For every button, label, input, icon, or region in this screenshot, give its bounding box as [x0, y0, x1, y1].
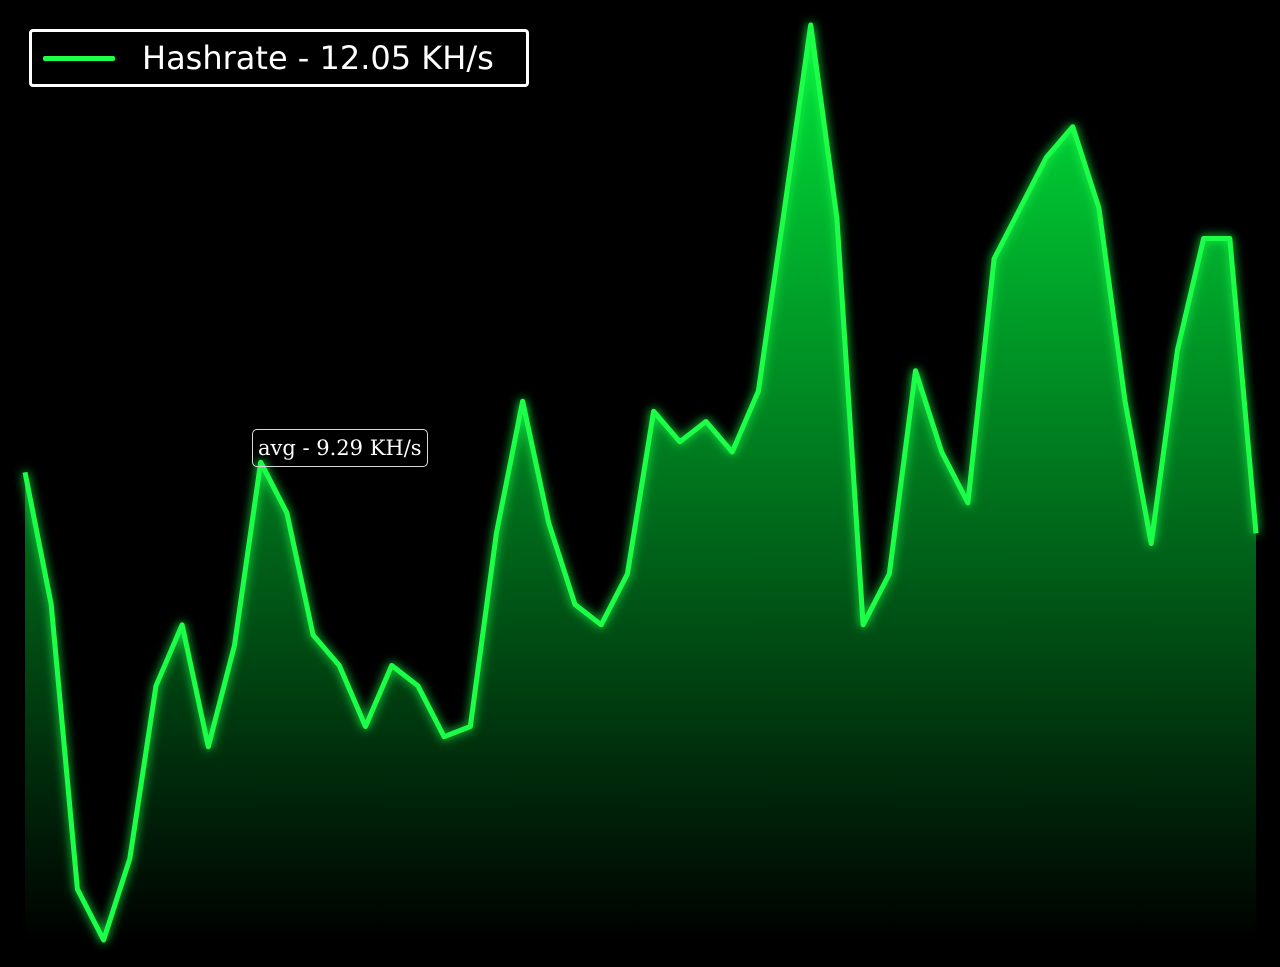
hashrate-point: [75, 887, 79, 891]
hashrate-point: [494, 531, 498, 535]
hashrate-point: [390, 664, 394, 668]
hashrate-point: [1071, 125, 1075, 129]
hashrate-point: [49, 603, 53, 607]
hashrate-area-fill: [25, 25, 1256, 942]
hashrate-point: [416, 684, 420, 688]
hashrate-point: [1045, 155, 1049, 159]
hashrate-point: [1123, 399, 1127, 403]
hashrate-series-line: [22, 22, 1259, 943]
hashrate-point: [940, 450, 944, 454]
hashrate-point: [285, 511, 289, 515]
hashrate-point: [599, 623, 603, 627]
avg-tooltip-label: avg - 9.29 KH/s: [258, 436, 422, 460]
hashrate-point: [1202, 237, 1206, 241]
hashrate-point: [678, 440, 682, 444]
hashrate-point: [625, 572, 629, 576]
hashrate-point: [835, 216, 839, 220]
hashrate-point: [966, 501, 970, 505]
hashrate-point: [1175, 348, 1179, 352]
hashrate-point: [756, 389, 760, 393]
hashrate-point: [887, 572, 891, 576]
hashrate-point: [311, 633, 315, 637]
hashrate-point: [992, 257, 996, 261]
hashrate-point: [809, 23, 813, 27]
hashrate-point: [861, 623, 865, 627]
hashrate-point: [364, 725, 368, 729]
hashrate-point: [1149, 542, 1153, 546]
hashrate-point: [914, 369, 918, 373]
hashrate-point: [206, 745, 210, 749]
hashrate-point: [573, 603, 577, 607]
hashrate-point: [128, 857, 132, 861]
hashrate-point: [468, 725, 472, 729]
hashrate-point: [442, 735, 446, 739]
hashrate-point: [783, 206, 787, 210]
hashrate-point: [730, 450, 734, 454]
hashrate-point: [233, 643, 237, 647]
hashrate-point: [521, 399, 525, 403]
hashrate-point: [547, 521, 551, 525]
chart-legend: Hashrate - 12.05 KH/s: [29, 29, 529, 87]
hashrate-point: [1228, 237, 1232, 241]
hashrate-series: [22, 22, 1259, 943]
avg-tooltip: avg - 9.29 KH/s: [252, 429, 428, 467]
hashrate-point: [337, 664, 341, 668]
hashrate-point: [1018, 206, 1022, 210]
hashrate-point: [1097, 206, 1101, 210]
hashrate-point: [102, 938, 106, 942]
hashrate-point: [1254, 531, 1258, 535]
hashrate-point: [23, 470, 27, 474]
hashrate-point: [652, 409, 656, 413]
legend-label: Hashrate - 12.05 KH/s: [142, 39, 494, 77]
hashrate-point: [154, 684, 158, 688]
legend-line-swatch: [43, 55, 115, 61]
hashrate-point: [180, 623, 184, 627]
hashrate-point: [704, 420, 708, 424]
